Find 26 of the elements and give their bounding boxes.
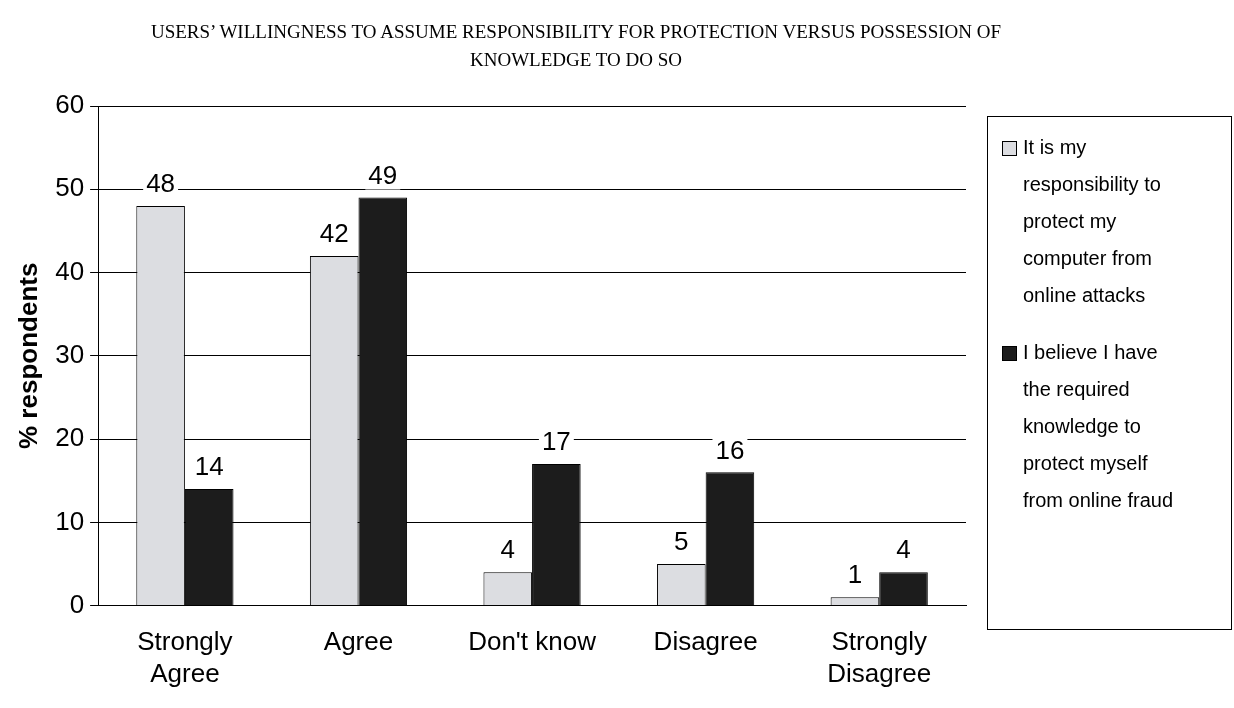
x-tick-label: Disagree [653,626,758,657]
x-tick-label: Agree [323,626,394,657]
x-tick-label: Don't know [468,626,597,657]
y-tick-label: 20 [55,422,85,453]
y-tick-label: 30 [55,338,85,369]
data-label: 1 [847,559,863,590]
data-label: 5 [674,526,689,557]
y-tick-label: 10 [55,505,85,536]
data-label: 4 [896,534,911,565]
y-tick-label: 60 [55,89,85,120]
y-tick-label: 50 [55,172,85,203]
data-label: 49 [368,159,398,190]
legend-label: It is my responsibility to protect my computer from online attacks [1023,135,1162,308]
y-tick-label: 0 [69,588,85,619]
data-label: 48 [146,168,176,199]
y-axis-title: % respondents [12,262,43,449]
x-tick-label: Strongly Agree [137,626,233,688]
data-label: 42 [319,218,349,249]
data-label: 14 [194,451,224,482]
data-label: 4 [500,534,515,565]
chart-title: USERS’ WILLINGNESS TO ASSUME RESPONSIBILITY FOR PROTECTION VERSUS POSSESSION OF KNOWLEDGE TO DO SO [149,20,1002,72]
y-tick-label: 40 [55,255,85,286]
legend-label: I believe I have the required knowledge to protect myself from online fraud [1023,340,1175,513]
x-tick-label: Strongly Disagree [827,626,932,688]
data-label: 16 [715,434,745,465]
data-label: 17 [541,426,571,457]
